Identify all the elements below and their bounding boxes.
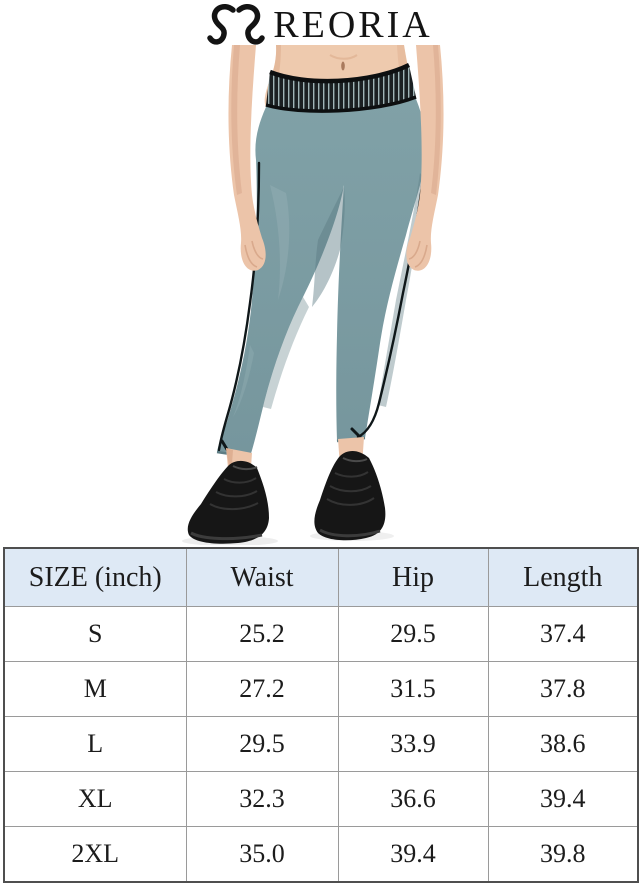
hip-cell: 29.5 bbox=[337, 606, 489, 662]
size-chart-table: SIZE (inch) Waist Hip Length S 25.2 29.5… bbox=[3, 547, 639, 883]
waist-cell: 35.0 bbox=[185, 826, 339, 883]
table-row-l: L 29.5 33.9 38.6 bbox=[3, 716, 639, 772]
brand-name: REORIA bbox=[273, 4, 433, 46]
table-row-2xl: 2XL 35.0 39.4 39.8 bbox=[3, 826, 639, 883]
header-length: Length bbox=[487, 547, 639, 607]
size-cell: XL bbox=[3, 771, 187, 827]
hip-cell: 39.4 bbox=[337, 826, 489, 883]
brand-header: REORIA bbox=[0, 0, 640, 50]
product-photo bbox=[182, 45, 444, 545]
length-cell: 37.8 bbox=[487, 661, 639, 717]
size-chart-header-row: SIZE (inch) Waist Hip Length bbox=[3, 547, 639, 607]
header-hip: Hip bbox=[337, 547, 489, 607]
hip-cell: 33.9 bbox=[337, 716, 489, 772]
hip-cell: 31.5 bbox=[337, 661, 489, 717]
header-size-label: SIZE (inch) bbox=[3, 547, 187, 607]
length-cell: 39.4 bbox=[487, 771, 639, 827]
size-cell: M bbox=[3, 661, 187, 717]
waist-cell: 29.5 bbox=[185, 716, 339, 772]
length-cell: 39.8 bbox=[487, 826, 639, 883]
size-cell: S bbox=[3, 606, 187, 662]
header-waist: Waist bbox=[185, 547, 339, 607]
hip-cell: 36.6 bbox=[337, 771, 489, 827]
length-cell: 38.6 bbox=[487, 716, 639, 772]
navel bbox=[341, 61, 345, 71]
table-row-s: S 25.2 29.5 37.4 bbox=[3, 606, 639, 662]
ribbed-waistband bbox=[265, 62, 417, 113]
size-cell: 2XL bbox=[3, 826, 187, 883]
waist-cell: 25.2 bbox=[185, 606, 339, 662]
size-chart: SIZE (inch) Waist Hip Length S 25.2 29.5… bbox=[3, 547, 639, 883]
table-row-m: M 27.2 31.5 37.8 bbox=[3, 661, 639, 717]
length-cell: 37.4 bbox=[487, 606, 639, 662]
sneakers bbox=[187, 450, 386, 544]
size-cell: L bbox=[3, 716, 187, 772]
waist-cell: 27.2 bbox=[185, 661, 339, 717]
brand-logo-icon bbox=[207, 4, 266, 45]
table-row-xl: XL 32.3 36.6 39.4 bbox=[3, 771, 639, 827]
model-arms bbox=[228, 45, 444, 271]
waist-cell: 32.3 bbox=[185, 771, 339, 827]
